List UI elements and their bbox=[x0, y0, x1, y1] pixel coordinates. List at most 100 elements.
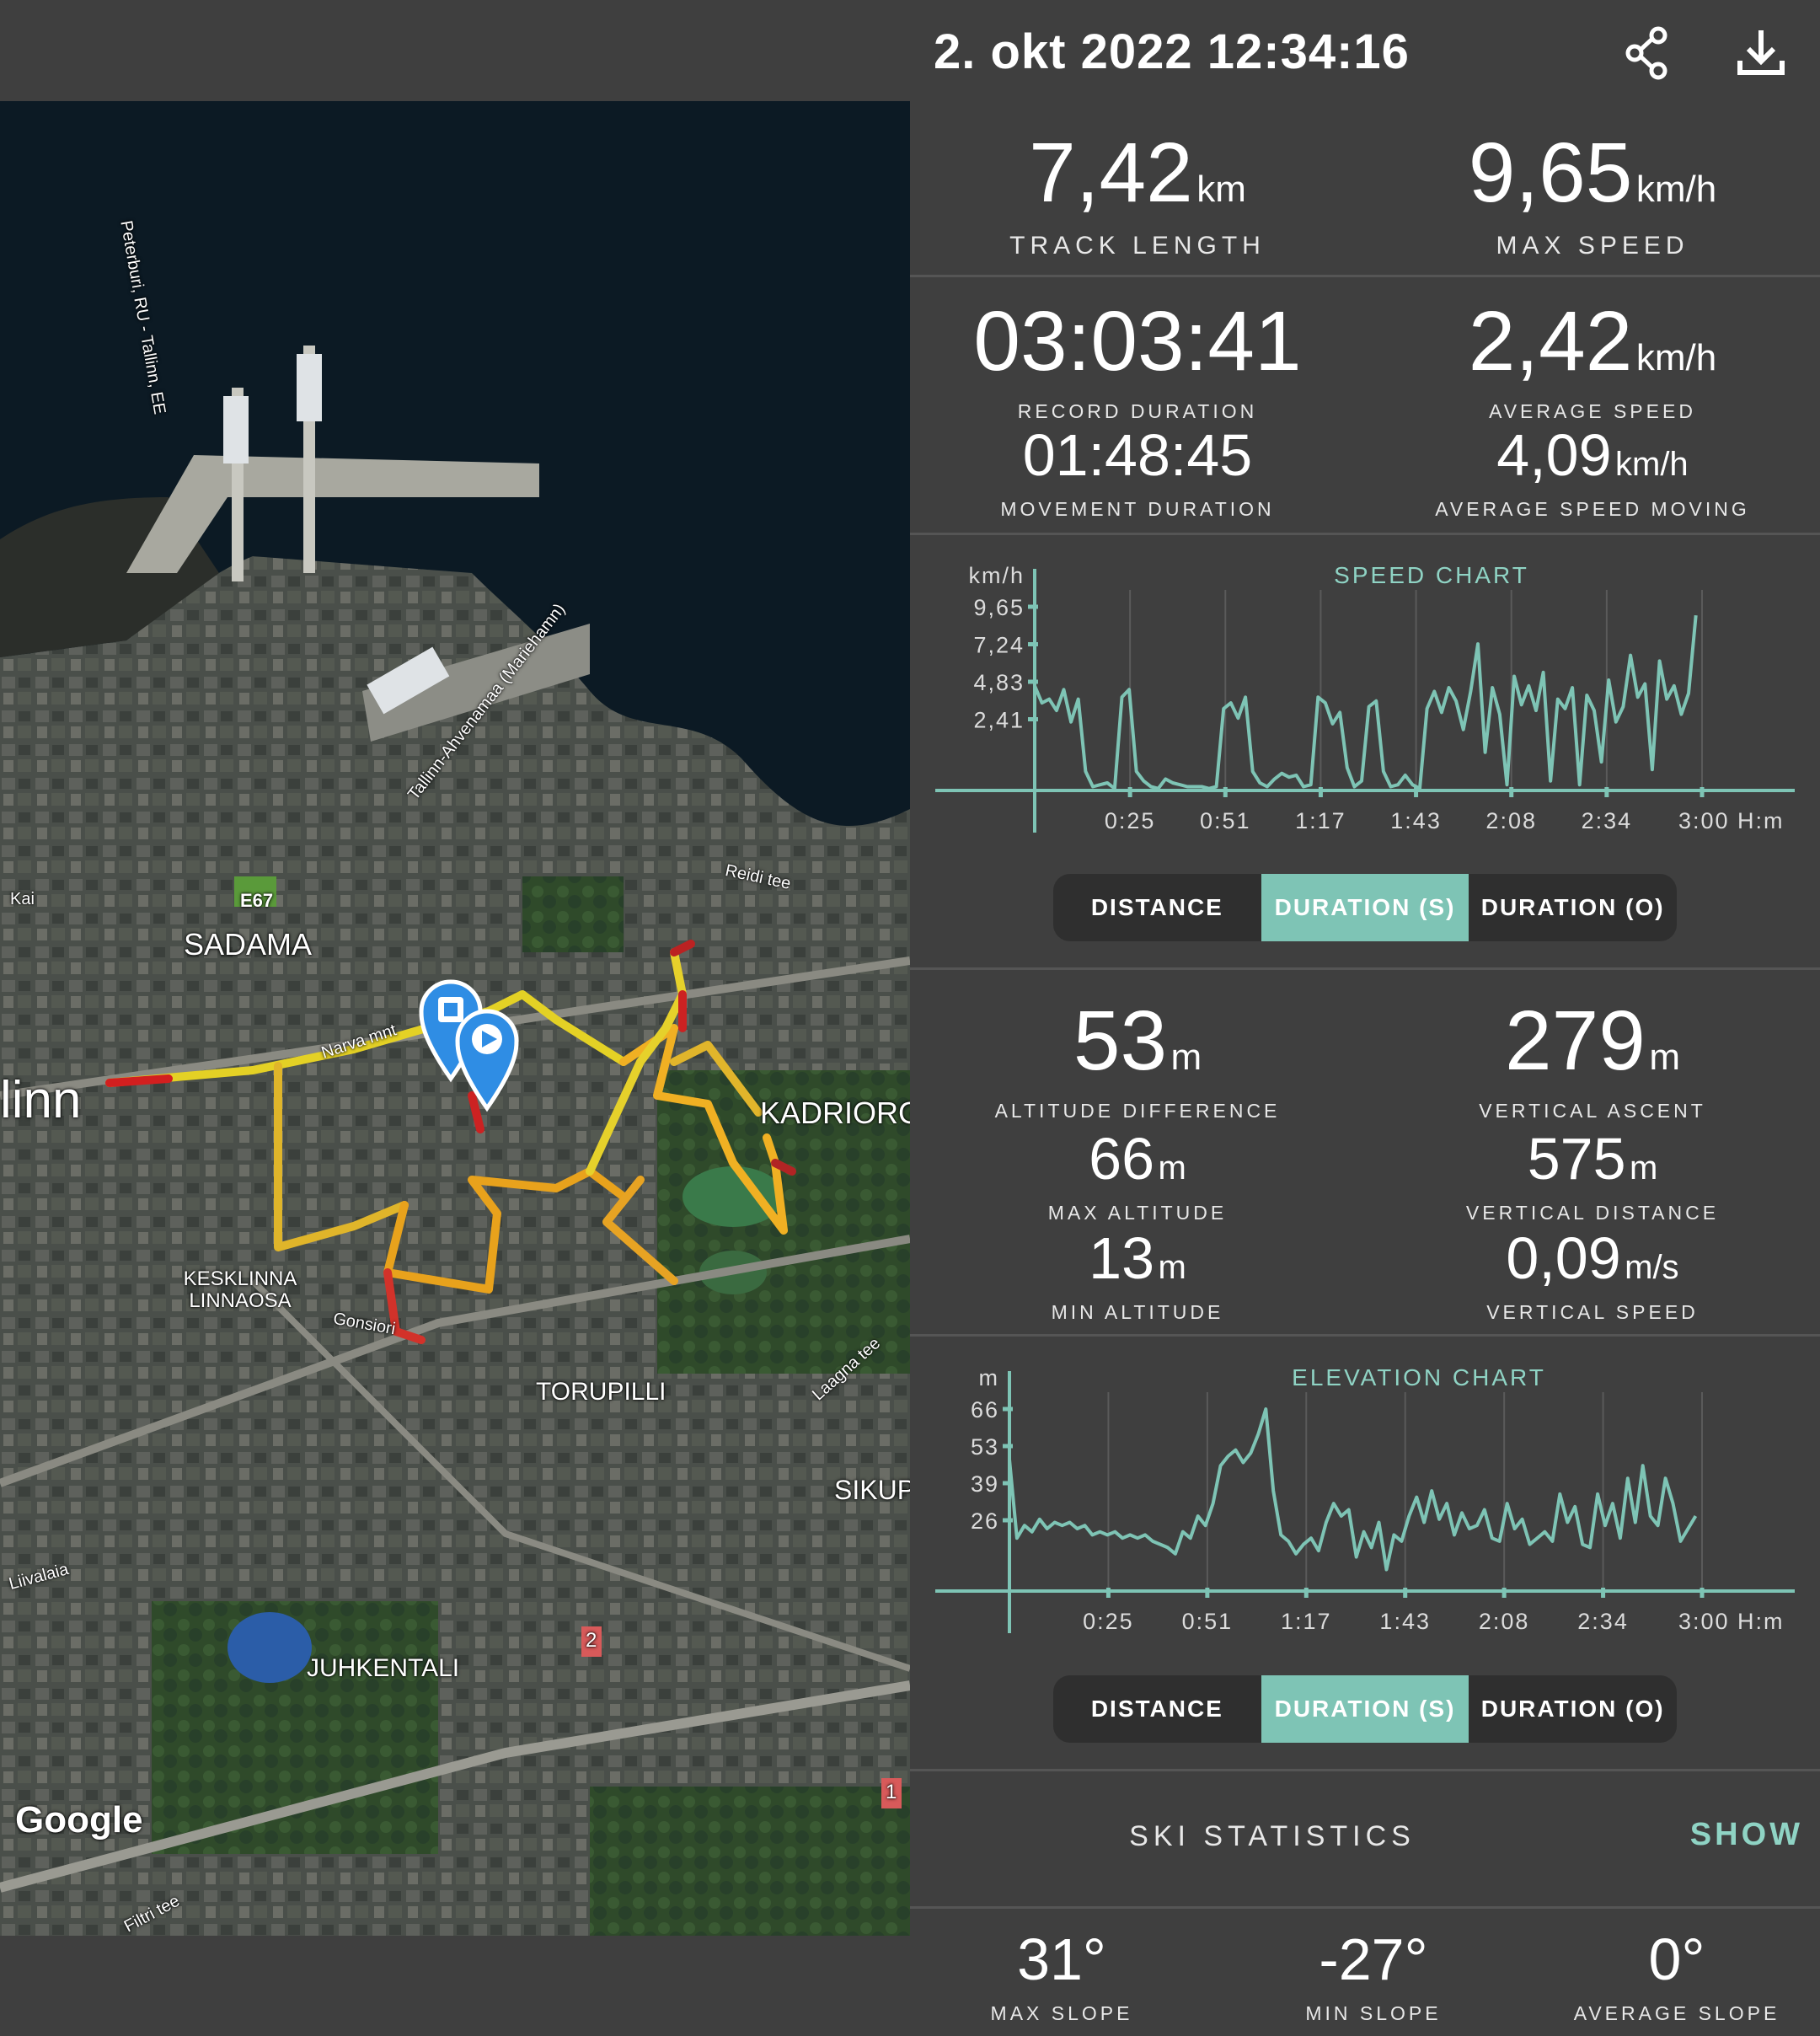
elevation-chart: 0:25 0:51 1:17 1:43 2:08 2:34 3:00 H:m 66 53 39 26… bbox=[910, 1348, 1820, 1652]
record-duration-stat: 03:03:41 RECORD DURATION bbox=[910, 299, 1365, 423]
max-altitude-stat: 66 m MAX ALTITUDE bbox=[910, 1129, 1365, 1224]
average-speed-label: AVERAGE SPEED bbox=[1489, 400, 1696, 422]
max-slope-value: 31° bbox=[1017, 1926, 1106, 1992]
max-slope-stat: 31° MAX SLOPE bbox=[910, 1930, 1213, 2025]
map-label-sikup: SIKUP bbox=[834, 1475, 910, 1505]
max-altitude-label: MAX ALTITUDE bbox=[1047, 1202, 1228, 1224]
speed-chart: 0:25 0:51 1:17 1:43 2:08 2:34 3:00 H:m 9,65 7,24… bbox=[910, 548, 1820, 851]
average-speed-moving-stat: 4,09 km/h AVERAGE SPEED MOVING bbox=[1365, 426, 1820, 521]
vertical-speed-stat: 0,09 m/s VERTICAL SPEED bbox=[1365, 1229, 1820, 1324]
max-speed-value: 9,65 bbox=[1468, 126, 1633, 220]
map-bottom-bar bbox=[0, 1936, 910, 2036]
speed-tab-distance[interactable]: DISTANCE bbox=[1090, 894, 1223, 920]
divider bbox=[910, 1906, 1820, 1909]
map-label-linn: linn bbox=[0, 1071, 82, 1129]
elevation-xtick-label: 2:08 bbox=[1479, 1609, 1530, 1634]
map-label-sadama: SADAMA bbox=[184, 927, 313, 962]
speed-xtick-label: 0:51 bbox=[1200, 808, 1251, 833]
speed-ytick-label: 7,24 bbox=[973, 633, 1025, 658]
elevation-tab-distance[interactable]: DISTANCE bbox=[1090, 1696, 1223, 1722]
elevation-ytick-label: 53 bbox=[971, 1434, 999, 1460]
average-speed-unit: km/h bbox=[1635, 337, 1717, 378]
altitude-difference-unit: m bbox=[1170, 1037, 1202, 1078]
vertical-distance-unit: m bbox=[1629, 1149, 1658, 1187]
record-duration-label: RECORD DURATION bbox=[1017, 400, 1258, 422]
page-title: 2. okt 2022 12:34:16 bbox=[934, 24, 1410, 79]
elevation-title: ELEVATION CHART bbox=[1292, 1364, 1546, 1390]
min-altitude-unit: m bbox=[1158, 1249, 1186, 1286]
average-speed-value: 2,42 bbox=[1468, 294, 1633, 388]
ski-statistics-label: SKI STATISTICS bbox=[1129, 1820, 1416, 1852]
min-altitude-label: MIN ALTITUDE bbox=[1051, 1301, 1224, 1323]
track-map[interactable]: E67 2 1 SADAMA KADRIORG KESKLINNA LINNAO… bbox=[0, 101, 910, 1936]
google-logo: Google bbox=[15, 1799, 143, 1840]
altitude-difference-label: ALTITUDE DIFFERENCE bbox=[994, 1100, 1281, 1122]
speed-xtick-label: 1:43 bbox=[1390, 808, 1442, 833]
map-satellite-background bbox=[0, 101, 910, 1936]
vertical-ascent-value: 279 bbox=[1505, 994, 1646, 1088]
elevation-tab-duration-o[interactable]: DURATION (O) bbox=[1480, 1696, 1665, 1722]
altitude-difference-value: 53 bbox=[1073, 994, 1168, 1088]
min-altitude-value: 13 bbox=[1089, 1225, 1155, 1291]
average-speed-moving-label: AVERAGE SPEED MOVING bbox=[1435, 498, 1750, 520]
elevation-chart-mode-selector[interactable]: DISTANCE DURATION (S) DURATION (O) bbox=[1053, 1675, 1677, 1743]
speed-series-line bbox=[1033, 615, 1698, 790]
speed-tab-duration-o[interactable]: DURATION (O) bbox=[1480, 894, 1665, 920]
average-speed-stat: 2,42 km/h AVERAGE SPEED bbox=[1365, 299, 1820, 423]
road-badge-1: 1 bbox=[886, 1781, 897, 1803]
record-duration-value: 03:03:41 bbox=[973, 294, 1302, 388]
divider bbox=[910, 275, 1820, 277]
play-marker-icon[interactable] bbox=[455, 1009, 519, 1112]
average-speed-moving-value: 4,09 bbox=[1496, 422, 1612, 488]
elevation-ytick-label: 26 bbox=[971, 1508, 999, 1534]
speed-title: SPEED CHART bbox=[1334, 562, 1529, 588]
road-badge-2: 2 bbox=[586, 1629, 597, 1652]
track-length-label: TRACK LENGTH bbox=[1009, 232, 1266, 260]
vertical-distance-value: 575 bbox=[1527, 1126, 1626, 1192]
speed-xtick-label: 3:00 H:m bbox=[1678, 808, 1785, 833]
average-slope-label: AVERAGE SLOPE bbox=[1573, 2002, 1780, 2024]
vertical-distance-stat: 575 m VERTICAL DISTANCE bbox=[1365, 1129, 1820, 1224]
max-speed-unit: km/h bbox=[1635, 169, 1717, 210]
elevation-ytick-label: 39 bbox=[971, 1471, 999, 1497]
vertical-speed-value: 0,09 bbox=[1506, 1225, 1621, 1291]
elevation-xtick-label: 3:00 H:m bbox=[1678, 1609, 1785, 1634]
elevation-series-line bbox=[1008, 1407, 1698, 1572]
elevation-xtick-label: 1:43 bbox=[1379, 1609, 1431, 1634]
altitude-difference-stat: 53 m ALTITUDE DIFFERENCE bbox=[910, 999, 1365, 1122]
min-slope-stat: -27° MIN SLOPE bbox=[1213, 1930, 1534, 2025]
share-icon[interactable] bbox=[1618, 24, 1677, 83]
stats-panel[interactable]: 2. okt 2022 12:34:16 7,42 km TRACK LENGT… bbox=[910, 0, 1820, 2036]
min-altitude-stat: 13 m MIN ALTITUDE bbox=[910, 1229, 1365, 1324]
average-speed-moving-unit: km/h bbox=[1615, 446, 1689, 483]
road-badge-e67: E67 bbox=[240, 890, 274, 911]
track-length-unit: km bbox=[1196, 169, 1246, 210]
speed-tab-duration-s[interactable]: DURATION (S) bbox=[1261, 874, 1469, 941]
vertical-ascent-label: VERTICAL ASCENT bbox=[1479, 1100, 1706, 1122]
vertical-speed-unit: m/s bbox=[1625, 1249, 1679, 1286]
speed-xtick-label: 2:34 bbox=[1582, 808, 1633, 833]
movement-duration-label: MOVEMENT DURATION bbox=[1000, 498, 1275, 520]
map-label-juhkentali: JUHKENTALI bbox=[307, 1654, 460, 1682]
vertical-ascent-unit: m bbox=[1649, 1037, 1680, 1078]
speed-ylabel: km/h bbox=[968, 563, 1025, 588]
track-length-value: 7,42 bbox=[1029, 126, 1193, 220]
speed-xtick-label: 1:17 bbox=[1295, 808, 1346, 833]
max-speed-label: MAX SPEED bbox=[1496, 232, 1689, 260]
speed-ytick-label: 4,83 bbox=[973, 670, 1025, 695]
max-slope-label: MAX SLOPE bbox=[990, 2002, 1133, 2024]
speed-chart-mode-selector[interactable]: DISTANCE DURATION (S) DURATION (O) bbox=[1053, 874, 1677, 941]
elevation-tab-duration-s[interactable]: DURATION (S) bbox=[1261, 1675, 1469, 1743]
road-label-kai: Kai bbox=[10, 890, 35, 908]
vertical-distance-label: VERTICAL DISTANCE bbox=[1465, 1202, 1720, 1224]
max-speed-stat: 9,65 km/h MAX SPEED bbox=[1365, 131, 1820, 260]
map-label-kadriorg: KADRIORG bbox=[760, 1096, 910, 1130]
speed-ytick-label: 2,41 bbox=[973, 708, 1025, 733]
elevation-xtick-label: 2:34 bbox=[1577, 1609, 1629, 1634]
max-altitude-value: 66 bbox=[1089, 1126, 1155, 1192]
download-icon[interactable] bbox=[1732, 24, 1791, 83]
speed-chart-svg: 0:25 0:51 1:17 1:43 2:08 2:34 3:00 H:m 9,65 7,24… bbox=[935, 562, 1795, 833]
map-label-kesklinna: KESKLINNA LINNAOSA bbox=[183, 1267, 297, 1313]
divider bbox=[910, 1334, 1820, 1337]
ski-statistics-show-button[interactable]: SHOW bbox=[1689, 1817, 1803, 1852]
